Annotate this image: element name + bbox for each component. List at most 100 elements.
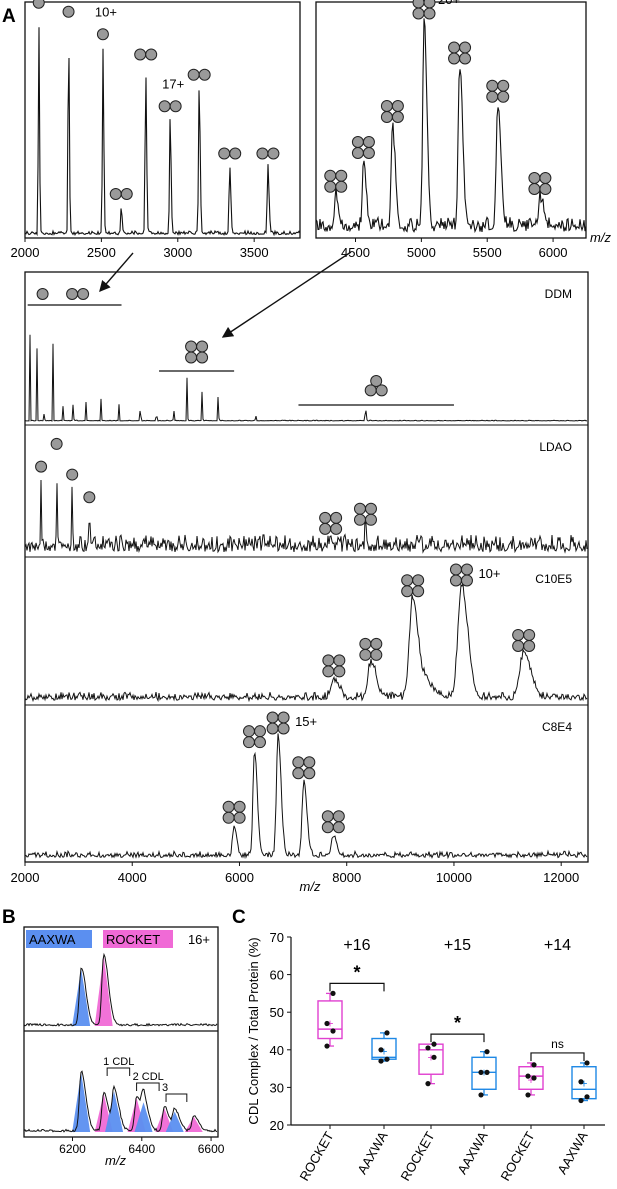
tetramer-circle xyxy=(319,522,332,535)
tetramer-circle xyxy=(322,654,335,667)
charge-label: 10+ xyxy=(478,566,500,581)
box xyxy=(317,1000,343,1040)
x-tick-label: 6400 xyxy=(128,1142,155,1156)
plot-frame xyxy=(23,926,219,1138)
spectrum-trace xyxy=(315,18,587,234)
mean-marker: + xyxy=(580,1077,587,1091)
monomer-marker xyxy=(50,437,63,450)
tetramer-circle xyxy=(459,41,472,54)
data-point xyxy=(484,1049,490,1055)
box xyxy=(371,1037,397,1060)
dimer-circle xyxy=(229,147,242,160)
data-point xyxy=(531,1062,537,1068)
tetramer-circle xyxy=(423,0,436,9)
tetramer-circle xyxy=(303,756,316,769)
x-tick-label: 2000 xyxy=(11,245,40,260)
tetramer-circle xyxy=(380,100,393,112)
tetramer-circle xyxy=(460,563,473,576)
tetramer-circle xyxy=(539,183,552,195)
significance-bracket xyxy=(329,982,385,992)
tetramer-marker xyxy=(321,810,345,834)
spectrum-trace xyxy=(23,952,218,1027)
mean-marker: + xyxy=(326,1016,333,1030)
plot-frame xyxy=(315,1,587,239)
tetramer-circle xyxy=(242,736,255,749)
box xyxy=(571,1066,597,1100)
data-point xyxy=(584,1094,590,1100)
legend-aaxwa-label: AAXWA xyxy=(29,932,76,947)
trimer-circle xyxy=(364,384,377,397)
cdl-label: 1 CDL xyxy=(103,1056,134,1068)
tetramer-circle xyxy=(322,665,335,678)
spectrum-trace xyxy=(24,27,301,237)
x-tick-label: 2500 xyxy=(87,245,116,260)
x-tick-label: 10000 xyxy=(436,870,472,885)
tetramer-circle xyxy=(277,711,290,724)
tetramer-circle xyxy=(412,0,425,9)
tetramer-circle xyxy=(362,147,375,159)
tetramer-circle xyxy=(335,180,348,193)
x-axis-label: m/z xyxy=(105,1153,126,1168)
tetramer-circle xyxy=(330,511,343,524)
monomer-circle xyxy=(50,437,63,450)
tetramer-circle xyxy=(528,172,541,184)
charge-label: +14 xyxy=(544,937,571,954)
dimer-circle xyxy=(109,188,122,200)
tetramer-circle xyxy=(539,172,552,184)
x-tick-label: ROCKET xyxy=(498,1129,538,1183)
dimer-circle xyxy=(158,100,171,113)
spectrum-trace xyxy=(23,1070,218,1133)
x-tick-label: 8000 xyxy=(332,870,361,885)
x-tick-label: 6200 xyxy=(59,1142,86,1156)
spectrum-trace-c10e5 xyxy=(24,583,588,703)
dimer-marker xyxy=(66,288,90,300)
tetramer-circle xyxy=(253,736,266,749)
tetramer-circle xyxy=(423,7,436,20)
significance-label: ns xyxy=(551,1037,564,1051)
tetramer-circle xyxy=(512,628,525,641)
trace-label: DDM xyxy=(545,287,572,301)
x-tick-label: 4000 xyxy=(118,870,147,885)
tetramer-circle xyxy=(449,563,462,576)
charge-label: 15+ xyxy=(295,714,317,729)
tetramer-marker xyxy=(512,628,536,652)
arrow-to-tetramer xyxy=(221,251,352,338)
x-tick-label: 12000 xyxy=(543,870,579,885)
dimer-marker xyxy=(158,100,182,113)
data-point xyxy=(525,1073,531,1079)
dimer-circle xyxy=(256,147,269,160)
box xyxy=(471,1056,497,1090)
charge-label: 10+ xyxy=(95,4,117,19)
tetramer-circle xyxy=(333,654,346,667)
charge-label: 20+ xyxy=(438,0,460,7)
data-point xyxy=(431,1054,437,1060)
trimer-circle xyxy=(370,375,383,388)
tetramer-circle xyxy=(266,711,279,724)
x-axis-label: m/z xyxy=(590,230,611,245)
y-tick-label: 60 xyxy=(270,968,284,983)
tetramer-marker xyxy=(353,502,377,526)
tetramer-circle xyxy=(253,725,266,738)
tetramer-marker xyxy=(242,725,266,749)
x-tick-label: 5500 xyxy=(473,245,502,260)
y-tick-label: 40 xyxy=(270,1043,284,1058)
tetramer-circle xyxy=(359,648,372,661)
trace-label: LDAO xyxy=(539,440,572,454)
x-tick-label: 6600 xyxy=(198,1142,225,1156)
tetramer-circle xyxy=(303,767,316,780)
tetramer-circle xyxy=(528,183,541,195)
data-point xyxy=(531,1075,537,1081)
panel-c-letter: C xyxy=(232,907,246,928)
y-tick-label: 30 xyxy=(270,1080,284,1095)
peak-fill-aaxwa xyxy=(72,968,91,1026)
spectrum-trace-ddm xyxy=(24,334,588,422)
tetramer-marker xyxy=(292,756,316,780)
panel-b-letter: B xyxy=(2,907,16,928)
tetramer-circle xyxy=(497,79,510,92)
x-tick-label: 2000 xyxy=(11,870,40,885)
dimer-circle xyxy=(66,288,79,300)
peak-fill-rocket xyxy=(94,955,113,1026)
mean-marker: + xyxy=(427,1050,434,1064)
dimer-marker xyxy=(218,147,242,160)
monomer-circle xyxy=(35,460,48,473)
